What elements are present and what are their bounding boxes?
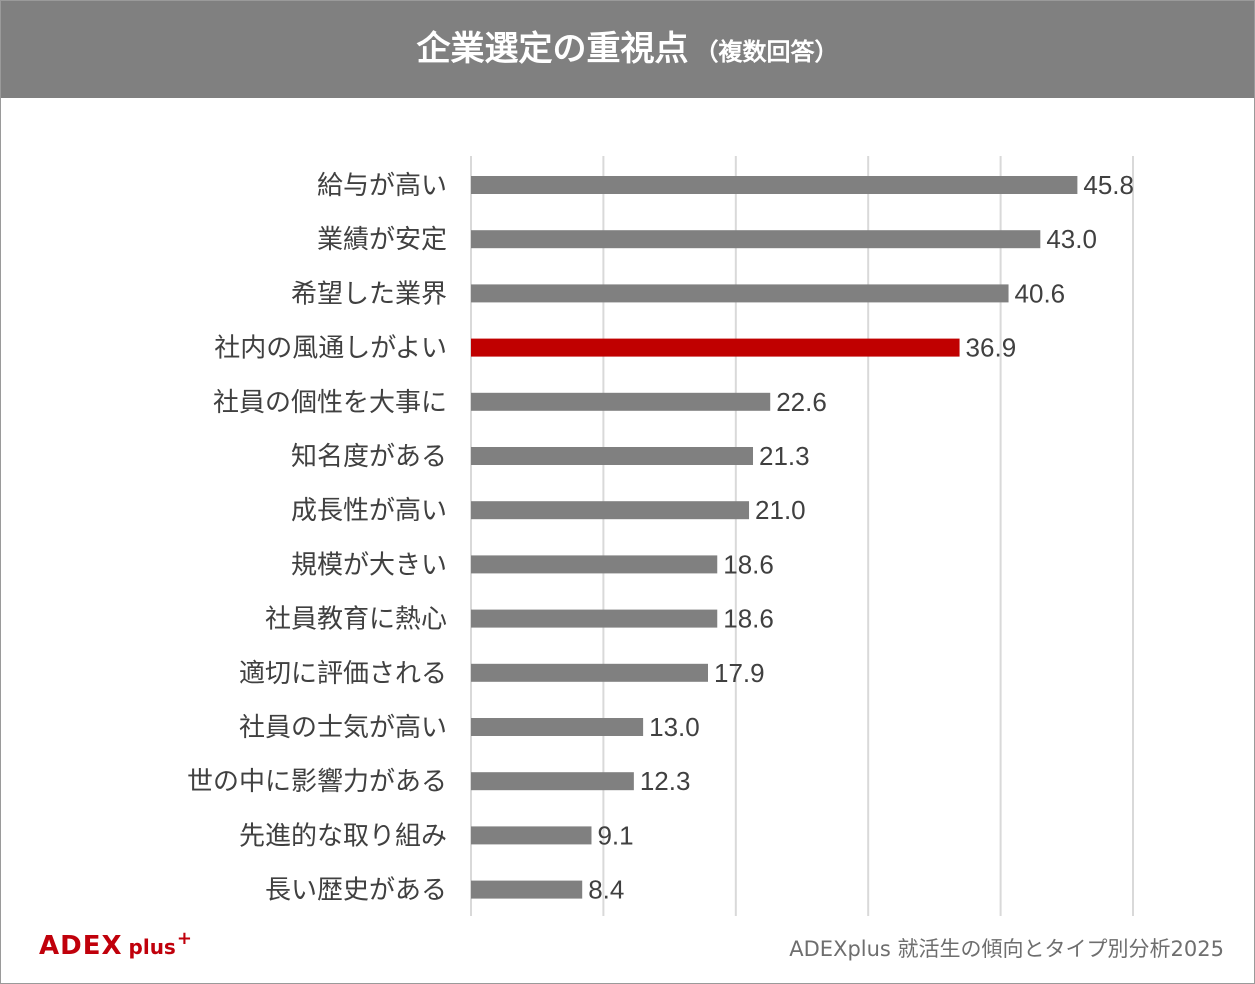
category-label: 業績が安定: [317, 225, 447, 255]
logo-plus-sign: +: [176, 928, 192, 949]
bar: [471, 663, 708, 682]
category-labels: 給与が高い業績が安定希望した業界社内の風通しがよい社員の個性を大事に知名度がある…: [187, 171, 447, 906]
value-label: 45.8: [1083, 170, 1134, 200]
value-label: 13.0: [649, 712, 700, 742]
value-label: 40.6: [1015, 278, 1066, 308]
bar: [471, 826, 592, 845]
category-label: 社員教育に熱心: [265, 605, 447, 635]
value-label: 8.4: [588, 875, 624, 905]
bars: [471, 176, 1078, 899]
category-label: 長い歴史がある: [265, 876, 447, 906]
adex-plus-logo: ADEX plus+: [39, 928, 192, 961]
category-label: 成長性が高い: [291, 496, 447, 526]
bar: [471, 447, 754, 465]
category-label: 世の中に影響力がある: [187, 767, 447, 797]
value-label: 21.3: [759, 441, 810, 471]
bar: [471, 501, 750, 520]
value-label: 17.9: [714, 658, 765, 688]
bar: [471, 176, 1078, 194]
value-label: 18.6: [723, 549, 774, 579]
bar: [471, 555, 718, 574]
gridlines: [470, 156, 1134, 916]
value-label: 22.6: [776, 387, 827, 417]
source-note: ADEXplus 就活生の傾向とタイプ別分析2025: [789, 937, 1224, 961]
value-labels: 45.8 43.0 40.6 36.9 22.6 21.3 21.0 18.6 18.6 17.9…: [588, 170, 1134, 905]
category-label: 社内の風通しがよい: [214, 334, 447, 364]
value-label: 12.3: [640, 766, 691, 796]
bar: [471, 392, 771, 411]
header-banner: 企業選定の重視点 （複数回答）: [1, 1, 1254, 98]
category-label: 先進的な取り組み: [239, 821, 447, 851]
bar: [471, 880, 583, 899]
bar: [471, 718, 644, 736]
category-label: 給与が高い: [317, 171, 447, 201]
chart-title: 企業選定の重視点: [416, 29, 689, 69]
bar-highlight: [471, 338, 960, 357]
category-label: 規模が大きい: [291, 550, 447, 580]
value-label: 43.0: [1046, 224, 1097, 254]
bar: [471, 284, 1009, 303]
value-label: 9.1: [597, 820, 633, 850]
logo-plus: plus: [128, 935, 176, 959]
category-label: 適切に評価される: [239, 659, 447, 689]
category-label: 社員の士気が高い: [239, 713, 447, 743]
category-label: 社員の個性を大事に: [213, 388, 447, 418]
category-label: 知名度がある: [291, 442, 447, 472]
value-label: 21.0: [755, 495, 806, 525]
value-label: 18.6: [723, 604, 774, 634]
bar: [471, 772, 634, 791]
chart-subtitle: （複数回答）: [694, 38, 839, 66]
bar: [471, 609, 718, 628]
bar: [471, 230, 1041, 249]
value-label: 36.9: [966, 333, 1017, 363]
category-label: 希望した業界: [291, 279, 447, 309]
logo-brand: ADEX: [39, 931, 123, 961]
